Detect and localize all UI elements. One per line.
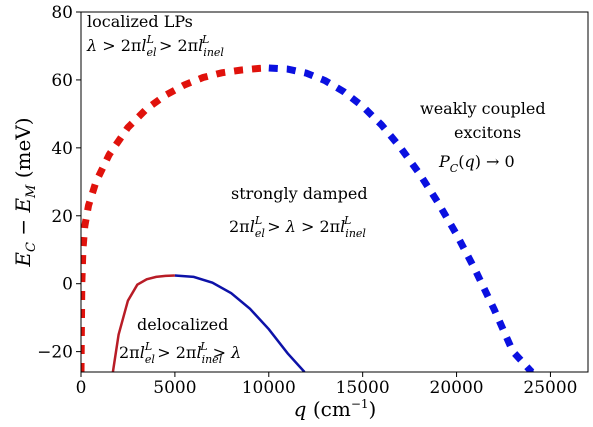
- series-line-3: [111, 274, 175, 372]
- y-tick-label: 40: [51, 139, 73, 159]
- annotation-damped-title: strongly damped: [231, 184, 368, 203]
- series-line-4: [174, 274, 306, 372]
- annotation-deloc-condition: 2πlelL > 2πlinelL > λ: [119, 340, 241, 366]
- x-axis-title: q (cm−1): [294, 397, 377, 421]
- annotation-damped-condition: 2πlelL > λ > 2πlinelL: [229, 214, 366, 240]
- x-tick-label: 10000: [242, 378, 296, 398]
- x-tick-label: 15000: [336, 378, 390, 398]
- y-tick-label: 80: [51, 3, 73, 23]
- annotation-weak-title-2: excitons: [454, 123, 521, 142]
- y-axis-title: EC − EM (meV): [11, 117, 39, 267]
- x-tick-label: 0: [76, 378, 87, 398]
- y-tick-label: 0: [62, 275, 73, 295]
- annotation-localized-condition: λ > 2πlelL > 2πlinelL: [86, 33, 224, 59]
- x-tick-label: 25000: [523, 378, 577, 398]
- y-tick-label: 20: [51, 207, 73, 227]
- annotation-localized-title: localized LPs: [87, 12, 193, 31]
- annotation-weak-title-1: weakly coupled: [420, 99, 546, 118]
- y-tick-label: 60: [51, 71, 73, 91]
- x-tick-label: 20000: [430, 378, 484, 398]
- series-layer: [81, 64, 542, 372]
- plot-frame: [80, 11, 589, 373]
- x-tick-label: 5000: [153, 378, 196, 398]
- y-tick-label: −20: [37, 343, 73, 363]
- annotation-deloc-title: delocalized: [137, 315, 228, 334]
- series-line-1: [81, 64, 268, 372]
- x-axis-ticks: 0 5000 10000 15000 20000 25000: [76, 372, 577, 398]
- y-axis-ticks: −20 0 20 40 60 80: [37, 3, 81, 363]
- annotation-weak-condition: PC(q) → 0: [438, 152, 515, 175]
